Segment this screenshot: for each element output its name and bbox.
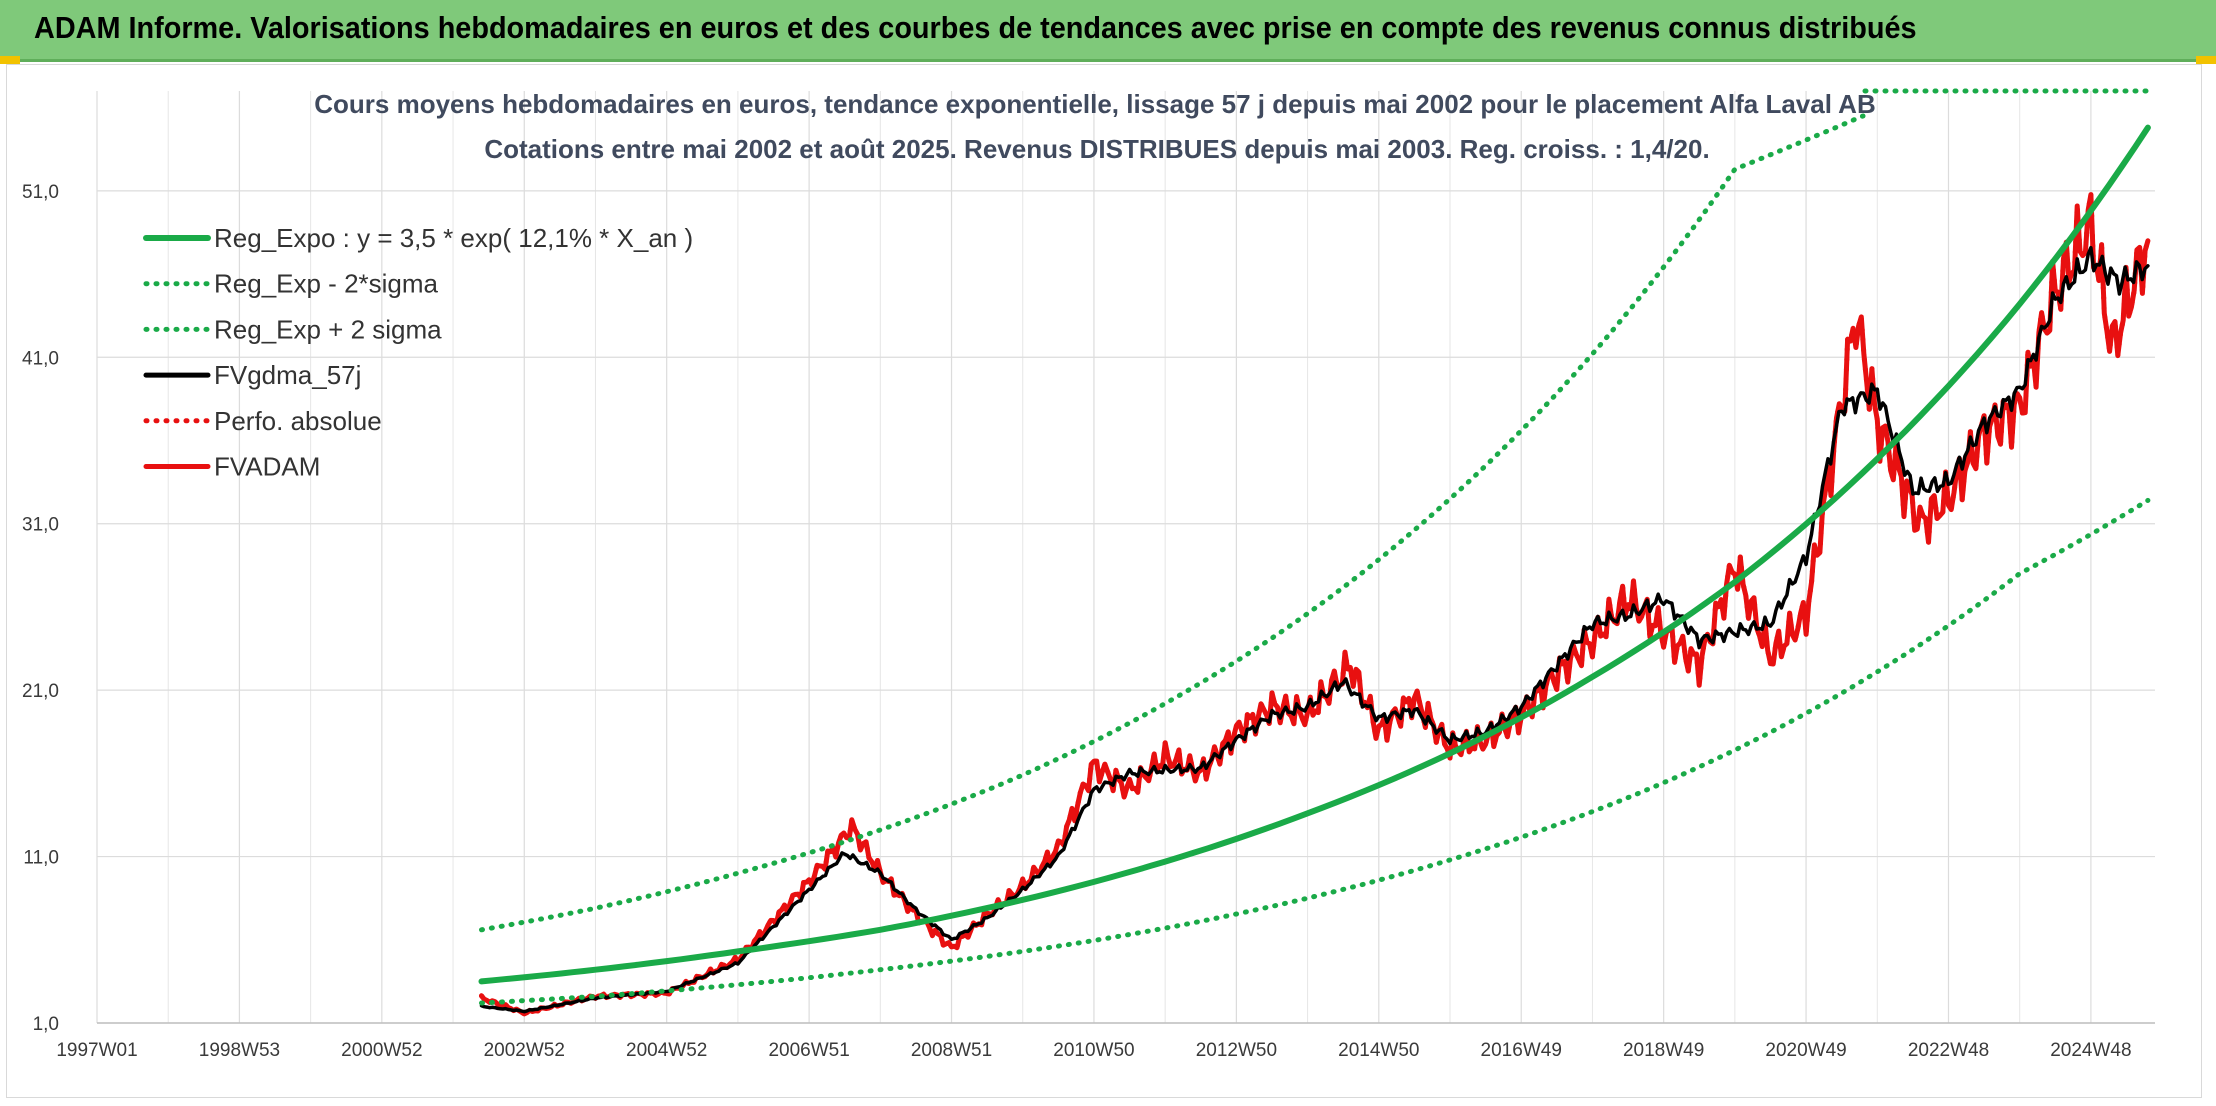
chart-legend: Reg_Expo : y = 3,5 * exp( 12,1% * X_an )… [143, 223, 693, 482]
x-tick-label: 2016W49 [1481, 1040, 1562, 1061]
x-tick-label: 2024W48 [2050, 1040, 2131, 1061]
corner-mark-right [2196, 56, 2216, 64]
series-line [479, 497, 2151, 1006]
series-line [479, 113, 1866, 933]
x-tick-label: 2020W49 [1765, 1040, 1846, 1061]
legend-label: Reg_Exp - 2*sigma [214, 269, 439, 299]
x-tick-label: 2002W52 [484, 1040, 565, 1061]
corner-mark-left [0, 56, 20, 64]
chart-title: Cours moyens hebdomadaires en euros, ten… [314, 89, 1876, 119]
series-layer [478, 88, 2158, 1017]
x-tick-label: 2010W50 [1053, 1040, 1134, 1061]
series-line [479, 192, 2151, 1017]
x-tick-label: 2004W52 [626, 1040, 707, 1061]
series-line [478, 124, 2151, 985]
x-tick-label: 1998W53 [199, 1040, 280, 1061]
chart-area: 1,0 11,0 21,0 31,0 41,0 51,0 1997W01 1998W53 20… [6, 64, 2202, 1098]
legend-label: FVADAM [214, 452, 320, 482]
y-axis: 1,0 11,0 21,0 31,0 41,0 51,0 [22, 182, 59, 1035]
header-bar: ADAM Informe. Valorisations hebdomadaire… [0, 0, 2216, 62]
y-tick-label: 21,0 [22, 681, 59, 702]
x-tick-label: 2000W52 [341, 1040, 422, 1061]
legend-label: FVgdma_57j [214, 360, 361, 390]
y-tick-label: 51,0 [22, 182, 59, 203]
x-tick-label: 2022W48 [1908, 1040, 1989, 1061]
page-title: ADAM Informe. Valorisations hebdomadaire… [34, 10, 1917, 45]
x-axis: 1997W01 1998W53 2000W52 2002W52 2004W52 2006W… [56, 1022, 2155, 1061]
x-tick-label: 2012W50 [1196, 1040, 1277, 1061]
x-tick-label: 1997W01 [56, 1040, 137, 1061]
y-tick-label: 41,0 [22, 348, 59, 369]
y-tick-label: 31,0 [22, 515, 59, 536]
y-tick-label: 1,0 [33, 1014, 59, 1035]
legend-label: Reg_Expo : y = 3,5 * exp( 12,1% * X_an ) [214, 223, 693, 253]
x-tick-label: 2014W50 [1338, 1040, 1419, 1061]
y-tick-label: 11,0 [23, 848, 59, 869]
chart-subtitle: Cotations entre mai 2002 et août 2025. R… [484, 134, 1709, 164]
legend-label: Perfo. absolue [214, 406, 382, 436]
x-tick-label: 2006W51 [768, 1040, 849, 1061]
x-tick-label: 2008W51 [911, 1040, 992, 1061]
x-tick-label: 2018W49 [1623, 1040, 1704, 1061]
series-line [479, 245, 2150, 1014]
chart-svg: 1,0 11,0 21,0 31,0 41,0 51,0 1997W01 1998W53 20… [22, 88, 2158, 1061]
series-line [479, 192, 2151, 1017]
legend-label: Reg_Exp + 2 sigma [214, 314, 442, 344]
